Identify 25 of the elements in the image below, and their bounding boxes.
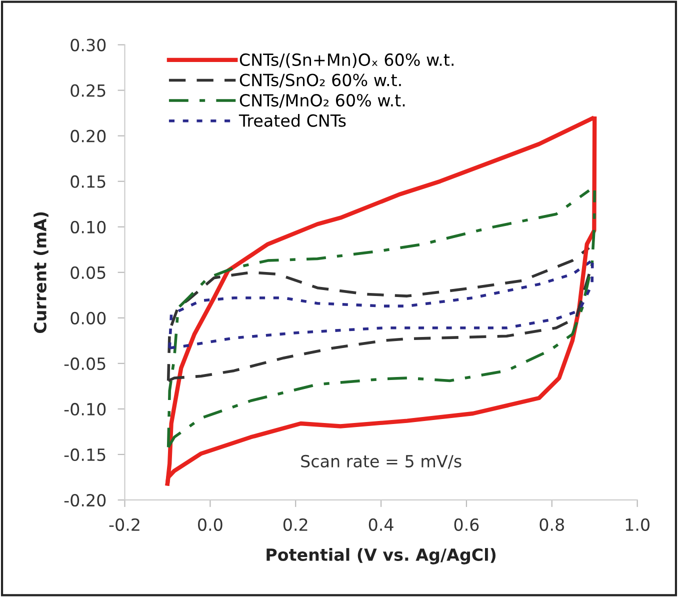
x-axis-title: Potential (V vs. Ag/AgCl) bbox=[266, 548, 496, 564]
y-tick-label: -0.15 bbox=[64, 448, 106, 462]
legend-label: CNTs/SnO₂ 60% w.t. bbox=[240, 74, 401, 88]
y-tick-label: 0.05 bbox=[70, 266, 106, 279]
y-tick-label: -0.05 bbox=[64, 357, 106, 370]
y-tick-label: 0.30 bbox=[70, 38, 106, 52]
legend-label: CNTs/(Sn+Mn)Oₓ 60% w.t. bbox=[240, 53, 454, 68]
x-tick-label: 0.0 bbox=[198, 518, 222, 531]
y-tick-label: -0.10 bbox=[64, 402, 106, 416]
y-tick-label: 0.10 bbox=[70, 220, 106, 234]
y-tick-label: 0.20 bbox=[70, 130, 106, 142]
y-tick-label: -0.20 bbox=[64, 494, 106, 507]
x-tick-label: 1.0 bbox=[626, 518, 650, 531]
legend-label: Treated CNTs bbox=[238, 114, 346, 127]
x-tick-label: -0.2 bbox=[109, 518, 140, 531]
y-tick-label: 0.15 bbox=[70, 175, 106, 188]
y-axis-title: Current (mA) bbox=[34, 212, 48, 334]
y-tick-label: 0.25 bbox=[70, 84, 106, 97]
legend-label: CNTs/MnO₂ 60% w.t. bbox=[240, 94, 405, 108]
x-tick-label: 0.8 bbox=[540, 518, 564, 531]
x-tick-label: 0.4 bbox=[368, 518, 394, 531]
y-tick-label: 0.00 bbox=[70, 312, 106, 324]
x-tick-label: 0.2 bbox=[283, 518, 308, 531]
annotation: Scan rate = 5 mV/s bbox=[301, 454, 462, 469]
x-tick-label: 0.6 bbox=[454, 518, 479, 531]
